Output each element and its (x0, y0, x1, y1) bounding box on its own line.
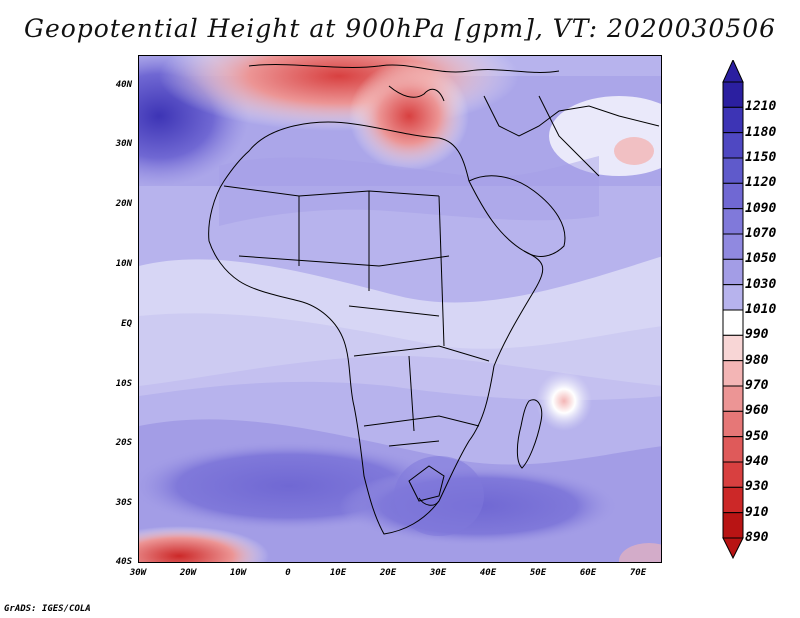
coastline (208, 64, 660, 535)
lat-label-eq: EQ (121, 319, 132, 329)
lat-label-40n: 40N (115, 80, 132, 90)
colorbar-label: 890 (745, 530, 769, 545)
lat-label-20n: 20N (115, 199, 132, 209)
colorbar-cell (722, 106, 744, 134)
colorbar-cell (722, 385, 744, 412)
colorbar-cell (722, 309, 744, 336)
lat-label-10s: 10S (115, 379, 132, 389)
footer-credit: GrADS: IGES/COLA (4, 604, 91, 614)
lat-label-40s: 40S (115, 557, 132, 567)
colorbar-label: 1120 (745, 175, 777, 191)
colorbar-label: 960 (745, 403, 769, 419)
colorbar-cell (722, 81, 744, 108)
colorbar-cell (722, 486, 744, 514)
colorbar-cell (722, 334, 744, 362)
lat-label-30s: 30S (115, 498, 132, 508)
colorbar-label: 1070 (745, 226, 777, 241)
lat-label-30n: 30N (115, 139, 132, 149)
colorbar-cell (722, 157, 744, 184)
lon-label-40e: 40E (479, 568, 497, 578)
colorbar-cell (722, 208, 744, 235)
colorbar (722, 60, 744, 560)
map-panel (138, 55, 662, 563)
colorbar-min-arrow (722, 537, 744, 560)
colorbar-label: 1210 (745, 99, 777, 115)
colorbar-label: 930 (745, 479, 769, 495)
colorbar-cell (722, 233, 744, 260)
lat-label-10n: 10N (115, 259, 132, 269)
lon-label-50e: 50E (529, 568, 547, 578)
colorbar-label: 1010 (745, 302, 777, 317)
map-title: Geopotential Height at 900hPa [gpm], VT:… (23, 14, 777, 43)
lon-label-10w: 10W (229, 568, 247, 578)
lon-label-30w: 30W (129, 568, 147, 578)
lon-label-30e: 30E (429, 568, 447, 578)
colorbar-label: 970 (745, 378, 769, 393)
lon-label-10e: 10E (329, 568, 347, 578)
colorbar-cell (722, 360, 744, 387)
colorbar-label: 950 (745, 428, 769, 444)
colorbar-label: 1030 (745, 276, 777, 292)
lon-label-70e: 70E (629, 568, 647, 578)
colorbar-cell (722, 410, 744, 438)
colorbar-cell (722, 182, 744, 210)
colorbar-cell (722, 258, 744, 286)
lon-label-20w: 20W (179, 568, 197, 578)
colorbar-label: 1150 (745, 150, 777, 165)
colorbar-label: 980 (745, 352, 769, 368)
colorbar-cell (722, 436, 744, 463)
colorbar-max-arrow (722, 60, 744, 83)
colorbar-cell (722, 284, 744, 311)
colorbar-label: 990 (745, 327, 769, 343)
lon-label-0: 0 (285, 568, 291, 578)
colorbar-cell (722, 461, 744, 488)
colorbar-label: 1050 (745, 251, 777, 267)
colorbar-label: 1180 (745, 124, 777, 140)
geopotential-field (139, 56, 661, 562)
colorbar-label: 910 (745, 504, 769, 520)
lon-label-60e: 60E (579, 568, 597, 578)
lat-label-20s: 20S (115, 438, 132, 448)
colorbar-cell (722, 132, 744, 159)
colorbar-label: 940 (745, 454, 769, 469)
colorbar-label: 1090 (745, 200, 777, 216)
colorbar-cell (722, 512, 744, 539)
lon-label-20e: 20E (379, 568, 397, 578)
